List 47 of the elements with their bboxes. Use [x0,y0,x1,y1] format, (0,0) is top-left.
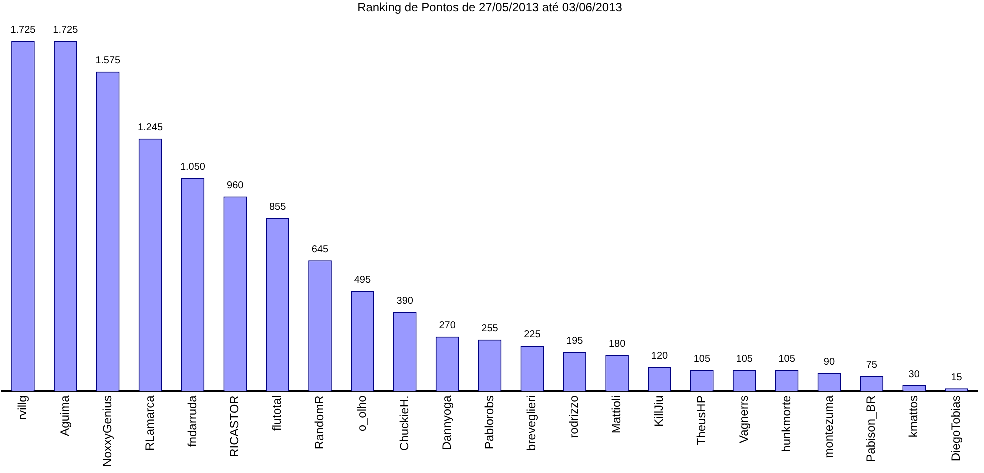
data-label: 105 [778,354,796,366]
data-label: 90 [824,357,836,368]
x-tick-label: o_olho [355,395,370,432]
x-tick-label: Vagnerrs [736,396,751,444]
data-label: 75 [866,360,878,372]
x-tick-label: Mattioli [610,396,624,434]
x-tick-label: kmattos [906,396,921,438]
x-tick-label: Aguima [58,395,72,436]
data-label: 225 [524,330,542,341]
data-label: 1.725 [53,25,79,36]
x-tick-label: montezuma [822,395,836,458]
chart-title: Ranking de Pontos de 27/05/2013 até 03/06/2013 [358,0,623,15]
x-tick-label: Pablorobs [482,396,496,450]
data-label: 1.575 [96,56,122,67]
data-label: 15 [951,372,963,384]
data-label: 105 [694,354,711,366]
data-label: 645 [312,244,330,256]
x-tick-label: RICASTOR [228,395,242,458]
x-tick-label: breveglieri [524,396,539,451]
x-tick-label: TheusHP [694,396,708,446]
x-tick-label: fndarruda [185,395,200,448]
x-tick-label: RandomR [312,395,327,450]
data-label: 1.050 [180,162,206,174]
x-tick-label: Pabison_BR [864,395,878,462]
x-tick-label: flutotal [270,396,284,431]
x-tick-label: ChuckieH. [397,396,412,451]
x-tick-label: hunkmorte [779,395,794,452]
data-label: 30 [908,369,920,380]
x-tick-label: NoxxyGenius [100,396,114,468]
data-label: 495 [354,274,372,286]
data-label: 1.245 [138,122,164,134]
x-tick-label: Dannyoga [440,395,454,450]
data-label: 255 [482,324,499,335]
data-label: 855 [269,202,287,213]
data-label: 180 [608,338,626,350]
data-label: 270 [439,320,456,332]
x-tick-label: DiegoTobias [949,396,964,462]
data-label: 120 [651,351,669,362]
x-tick-label: RLamarca [142,395,157,451]
data-label: 390 [396,296,414,308]
x-tick-label: KillJiu [652,396,666,427]
x-tick-label: rodrizzo [567,395,582,438]
data-label: 1.725 [10,25,36,36]
x-tick-label: rvillg [16,396,30,420]
data-label: 960 [227,180,244,192]
data-label: 195 [566,336,584,347]
data-label: 105 [736,354,754,366]
